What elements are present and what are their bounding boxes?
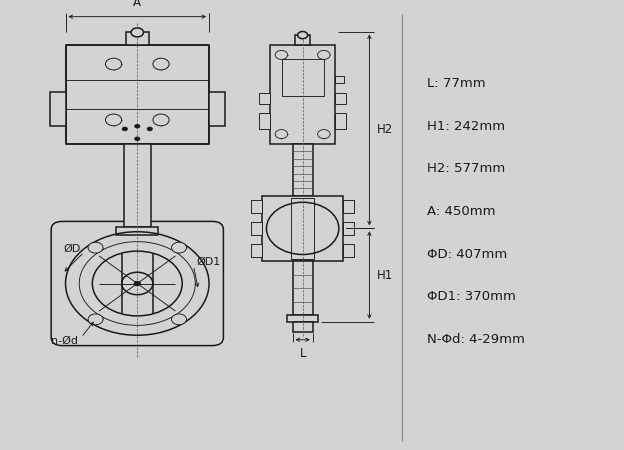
Bar [335, 113, 346, 129]
Bar [343, 244, 354, 256]
Circle shape [298, 32, 308, 39]
Bar [66, 45, 209, 144]
Bar [259, 93, 270, 104]
Bar [343, 222, 354, 235]
Text: A: 450mm: A: 450mm [427, 205, 496, 218]
Bar [281, 59, 324, 96]
Bar [293, 322, 313, 332]
Bar [293, 144, 313, 196]
Circle shape [135, 124, 140, 128]
Text: H2: H2 [377, 123, 393, 136]
Circle shape [153, 114, 169, 126]
Circle shape [172, 242, 187, 253]
Circle shape [172, 314, 187, 325]
Text: L: L [300, 347, 306, 360]
Bar [285, 196, 320, 201]
Bar [259, 113, 270, 129]
Bar [116, 227, 158, 235]
Text: L: 77mm: L: 77mm [427, 77, 486, 90]
Circle shape [105, 58, 122, 70]
Bar [251, 222, 262, 235]
Bar [251, 200, 262, 213]
Text: n-Ød: n-Ød [51, 336, 78, 346]
Circle shape [88, 314, 103, 325]
Circle shape [122, 127, 127, 131]
Bar [270, 45, 335, 144]
Circle shape [134, 281, 140, 286]
Text: H1: H1 [377, 269, 393, 282]
Circle shape [153, 58, 169, 70]
Circle shape [88, 242, 103, 253]
Circle shape [135, 137, 140, 140]
Bar [126, 32, 149, 45]
Bar [291, 198, 314, 259]
Bar [50, 92, 66, 126]
Circle shape [318, 130, 330, 139]
Bar [251, 244, 262, 256]
Text: A: A [134, 0, 141, 9]
Text: ΦD: 407mm: ΦD: 407mm [427, 248, 508, 261]
Text: ØD: ØD [64, 244, 81, 254]
Circle shape [275, 50, 288, 59]
Circle shape [131, 28, 144, 37]
Circle shape [275, 130, 288, 139]
Bar [124, 144, 151, 227]
Text: H1: 242mm: H1: 242mm [427, 120, 505, 132]
Bar [209, 92, 225, 126]
Bar [287, 315, 318, 322]
Bar [335, 93, 346, 104]
Bar [295, 35, 310, 45]
Text: ØD1: ØD1 [197, 257, 221, 267]
Circle shape [105, 114, 122, 126]
Circle shape [318, 50, 330, 59]
Text: ΦD1: 370mm: ΦD1: 370mm [427, 291, 516, 303]
FancyBboxPatch shape [51, 221, 223, 346]
Text: N-Φd: 4-29mm: N-Φd: 4-29mm [427, 333, 525, 346]
Bar [293, 261, 313, 315]
Circle shape [147, 127, 152, 131]
Text: H2: 577mm: H2: 577mm [427, 162, 505, 175]
Bar [343, 200, 354, 213]
Bar [335, 76, 344, 83]
Bar [262, 196, 343, 261]
